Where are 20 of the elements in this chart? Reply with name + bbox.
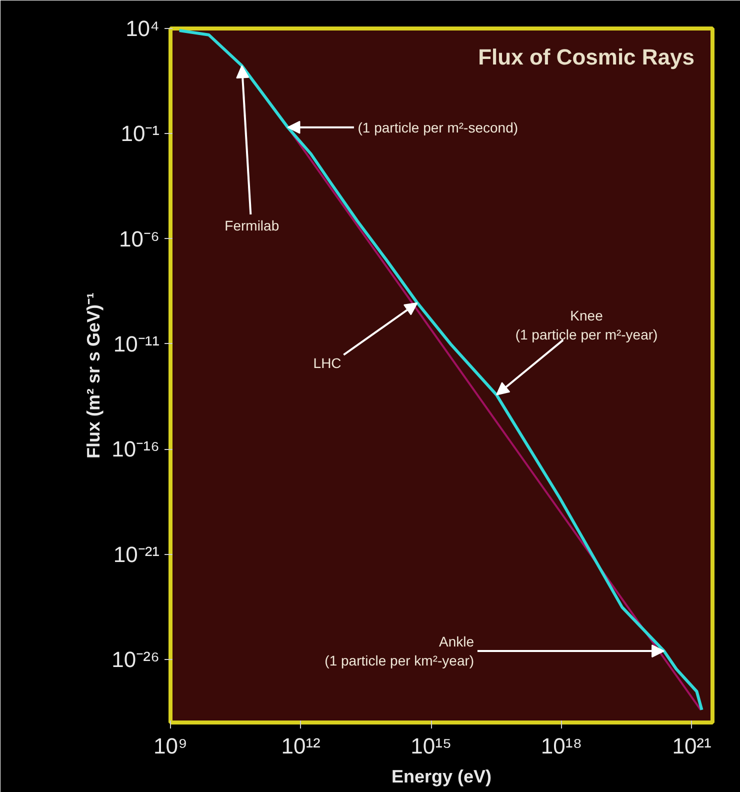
y-axis-title: Flux (m² sr s GeV)⁻¹ xyxy=(84,292,104,459)
x-tick-label: 10¹⁸ xyxy=(540,734,582,758)
y-tick-label: 10⁻¹⁶ xyxy=(112,436,160,462)
x-tick-label: 10²¹ xyxy=(672,734,712,758)
annotation: Ankle (1 particle per km²-year) xyxy=(324,633,474,669)
x-tick-label: 10¹⁵ xyxy=(410,734,452,758)
y-tick-label: 10⁻²¹ xyxy=(113,542,160,567)
y-tick-label: 10⁻²⁶ xyxy=(112,646,160,672)
x-tick-label: 10¹² xyxy=(281,734,320,758)
y-tick-label: 10⁻⁶ xyxy=(118,226,160,252)
x-axis-title: Energy (eV) xyxy=(391,766,492,786)
annotation: Knee (1 particle per m²-year) xyxy=(515,307,658,342)
annotation: LHC xyxy=(313,354,342,371)
y-tick-label: 10⁻¹¹ xyxy=(113,331,160,356)
x-tick-label: 10⁹ xyxy=(154,734,188,758)
y-tick-label: 10⁴ xyxy=(126,16,160,41)
annotation: Fermilab xyxy=(224,218,280,234)
y-tick-label: 10⁻¹ xyxy=(120,121,160,146)
annotation: (1 particle per m²-second) xyxy=(358,119,518,136)
text: Flux of Cosmic Rays xyxy=(478,44,694,70)
